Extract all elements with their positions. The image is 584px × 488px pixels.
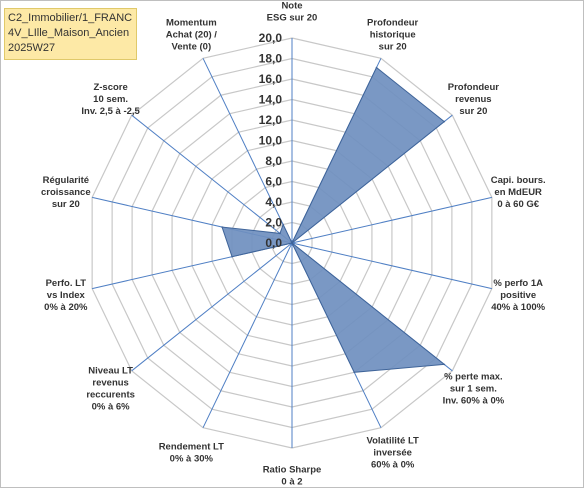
category-label: Volatilité LT inversée 60% à 0% — [366, 436, 419, 471]
category-label: Note ESG sur 20 — [267, 1, 318, 24]
category-label: Profondeur revenus sur 20 — [448, 82, 499, 117]
tick-label: 10,0 — [259, 134, 283, 148]
category-label: Z-score 10 sem. Inv. 2,5 à -2,5 — [81, 82, 140, 117]
tick-label: 8,0 — [265, 154, 282, 168]
axis-spoke — [291, 196, 492, 244]
data-point — [282, 223, 284, 226]
axis-spoke — [202, 242, 293, 428]
category-label: Régularité croissance sur 20 — [41, 175, 91, 210]
data-point — [375, 66, 378, 69]
axis-spoke — [131, 114, 293, 244]
data-point — [221, 226, 223, 228]
data-point — [231, 255, 233, 258]
chart-title-box: C2_Immobilier/1_FRANCE 4V_LIlle_Maison_A… — [4, 8, 137, 60]
data-point — [291, 242, 293, 244]
title-line-3: 2025W27 — [8, 42, 56, 54]
tick-label: 0,0 — [265, 236, 282, 250]
axis-spoke — [131, 242, 293, 372]
tick-label: 20,0 — [259, 31, 283, 45]
category-label: Rendement LT 0% à 30% — [159, 442, 224, 465]
tick-label: 14,0 — [259, 93, 283, 107]
tick-label: 2,0 — [265, 216, 282, 230]
series-area — [221, 66, 446, 373]
category-labels: Note ESG sur 20 Profondeur historique sur 20… — [41, 1, 546, 488]
data-point — [279, 232, 281, 235]
data-point — [353, 371, 356, 374]
title-line-2: 4V_LIlle_Maison_Ancien — [8, 27, 130, 39]
title-line-1: C2_Immobilier/1_FRANCE — [8, 12, 133, 24]
category-label: Ratio Sharpe 0 à 2 — [263, 465, 322, 488]
axis-spoke — [291, 242, 492, 290]
category-label: % perfo 1A positive 40% à 100% — [491, 278, 545, 313]
category-label: Momentum Achat (20) / Vente (0) — [166, 18, 218, 53]
data-point — [443, 363, 446, 366]
axis-spoke — [202, 58, 293, 244]
radial-tick-labels: 0,0 2,0 4,0 6,0 8,0 10,0 12,0 14,0 16,0 18,0 20,0 — [259, 31, 283, 250]
tick-label: 12,0 — [259, 113, 283, 127]
tick-label: 16,0 — [259, 72, 283, 86]
radar-series — [221, 66, 446, 374]
category-label: Profondeur historique sur 20 — [367, 18, 418, 53]
tick-label: 6,0 — [265, 175, 282, 189]
category-label: % perte max. sur 1 sem. Inv. 60% à 0% — [443, 371, 505, 406]
tick-label: 4,0 — [265, 195, 282, 209]
data-point — [443, 120, 446, 123]
tick-label: 18,0 — [259, 52, 283, 66]
category-label: Capi. bours. en MdEUR 0 à 60 G€ — [491, 175, 546, 210]
category-label: Perfo. LT vs Index 0% à 20% — [44, 278, 88, 313]
category-label: Niveau LT revenus reccurents 0% à 6% — [86, 365, 135, 412]
